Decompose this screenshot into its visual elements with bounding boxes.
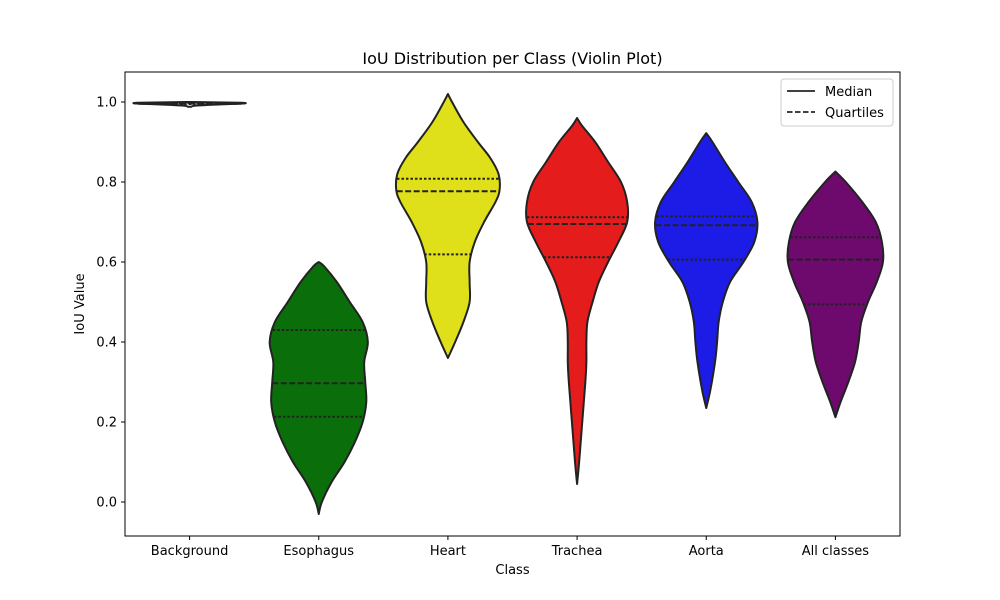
x-tick-label: All classes (802, 544, 870, 559)
x-tick-label: Esophagus (283, 544, 354, 559)
plot-frame (124, 71, 901, 537)
y-tick-label: 0.8 (96, 176, 117, 191)
x-axis: Background Esophagus Heart Trachea Aorta All … (151, 536, 869, 559)
violin-heart (394, 93, 501, 359)
chart-title: IoU Distribution per Class (Violin Plot) (362, 49, 662, 68)
violin-trachea (525, 117, 630, 485)
x-tick-label: Aorta (689, 544, 724, 559)
violin-esophagus (268, 261, 369, 515)
y-tick-label: 0.2 (96, 416, 117, 431)
y-axis-label: IoU Value (73, 273, 88, 334)
plot-area (132, 93, 885, 515)
y-axis: 0.0 0.2 0.4 0.6 0.8 1.0 (96, 96, 125, 511)
legend-quartiles-label: Quartiles (825, 106, 884, 121)
violin-aorta (654, 132, 759, 409)
legend-median-label: Median (825, 85, 872, 100)
y-tick-label: 0.4 (96, 336, 117, 351)
y-tick-label: 0.0 (96, 496, 117, 511)
violin-body (268, 261, 369, 515)
violin-background (132, 101, 247, 108)
violin-all-classes (786, 170, 885, 419)
violin-body (394, 93, 501, 359)
violin-body (525, 117, 630, 485)
x-tick-label: Trachea (551, 544, 603, 559)
x-axis-label: Class (495, 563, 529, 578)
x-tick-label: Background (151, 544, 229, 559)
x-tick-label: Heart (430, 544, 466, 559)
violin-body (654, 132, 759, 409)
y-tick-label: 1.0 (96, 96, 117, 111)
legend: Median Quartiles (780, 78, 894, 127)
violin-body (786, 170, 885, 419)
y-tick-label: 0.6 (96, 256, 117, 271)
